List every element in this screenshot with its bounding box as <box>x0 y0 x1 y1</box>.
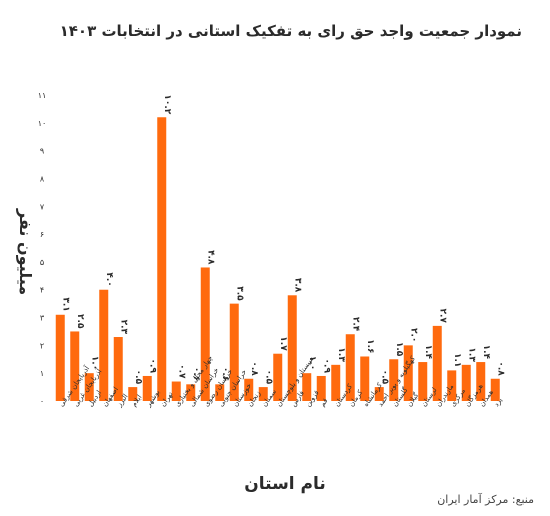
y-tick-label: ۱ <box>40 369 44 378</box>
value-label: ۲.۴ <box>350 317 360 332</box>
x-axis-label: نام استان <box>244 474 326 494</box>
value-label: ۳.۱ <box>60 297 70 311</box>
bar <box>215 384 225 401</box>
y-tick-label: ۱۰ <box>38 119 47 128</box>
bar <box>99 289 109 401</box>
value-label: ۱.۵ <box>394 342 404 357</box>
bar <box>403 345 413 401</box>
value-label: ۳.۸ <box>292 278 302 293</box>
bar <box>70 331 80 401</box>
bar <box>302 373 312 401</box>
value-label: ۰.۹ <box>321 359 331 374</box>
value-label: ۱.۶ <box>365 339 375 353</box>
y-tick-label: ۱۱ <box>38 91 47 100</box>
bar <box>447 370 457 401</box>
value-label: ۰.۹ <box>147 359 157 374</box>
value-label: ۱.۴ <box>423 345 433 360</box>
chart-title: نمودار جمعیت واجد حق رای به تفکیک استانی… <box>59 22 522 40</box>
y-tick-label: ۳ <box>40 314 45 323</box>
value-label: ۴.۰ <box>104 272 114 286</box>
bar <box>389 359 399 401</box>
value-label: ۱.۱ <box>452 353 462 367</box>
value-label: ۰.۵ <box>133 370 143 385</box>
value-label: ۰.۵ <box>263 370 273 385</box>
value-label: ۰.۶ <box>191 367 201 381</box>
bar <box>490 378 500 401</box>
bar <box>345 334 355 401</box>
bar <box>142 375 152 401</box>
bar <box>476 362 486 401</box>
value-label: ۱.۰ <box>89 356 99 370</box>
category-label: قم <box>318 397 329 408</box>
y-tick-label: ۲ <box>40 341 44 350</box>
value-label: ۰.۵ <box>379 370 389 385</box>
value-label: ۱.۴ <box>481 345 491 360</box>
value-labels: ۳.۱ ۲.۵ ۱.۰ ۴.۰ ۲.۳ ۰.۵ ۰.۹ ۱۰.۲ ۰.۷ ۰.۶ ۴.۸ ۰.۶ ۳.۵… <box>60 94 505 384</box>
source-note: منبع: مرکز آمار ایران <box>437 493 534 506</box>
bar <box>418 362 428 401</box>
bars <box>55 117 500 401</box>
y-tick-label: ۶ <box>40 230 44 239</box>
bar <box>287 295 297 401</box>
value-label: ۴.۸ <box>205 250 215 265</box>
y-tick-label: ۷ <box>40 202 45 211</box>
bar <box>331 364 341 401</box>
value-label: ۰.۷ <box>176 364 186 379</box>
y-tick-label: ۴ <box>40 286 44 295</box>
value-label: ۰.۸ <box>495 361 505 376</box>
y-tick-label: ۹ <box>40 147 44 156</box>
y-tick-label: ۵ <box>40 258 44 267</box>
y-tick-label: ۰ <box>40 397 44 406</box>
bar <box>113 337 123 401</box>
bar <box>157 117 167 401</box>
bar <box>84 373 94 401</box>
bar <box>229 303 239 401</box>
y-axis-ticks: ۰ ۱ ۲ ۳ ۴ ۵ ۶ ۷ ۸ ۹ ۱۰ ۱۱ <box>38 91 47 406</box>
bar <box>186 384 196 401</box>
bar <box>461 364 471 401</box>
value-label: ۳.۵ <box>234 286 244 301</box>
bar <box>316 375 326 401</box>
bar <box>374 387 384 401</box>
bar <box>258 387 268 401</box>
value-label: ۱.۳ <box>336 347 346 362</box>
bar <box>432 325 442 401</box>
value-label: ۱.۳ <box>466 347 476 362</box>
value-label: ۲.۰ <box>408 328 418 342</box>
value-label: ۱.۷ <box>278 336 288 351</box>
y-axis-label: میلیون نفر <box>16 208 35 295</box>
bar <box>244 378 254 401</box>
value-label: ۱۰.۲ <box>162 94 172 114</box>
value-label: ۱.۰ <box>307 356 317 370</box>
bar <box>273 353 283 401</box>
value-label: ۰.۸ <box>249 361 259 376</box>
bar <box>200 267 210 401</box>
value-label: ۲.۷ <box>437 308 447 323</box>
bar <box>171 381 181 401</box>
value-label: ۲.۳ <box>118 320 128 335</box>
bar <box>128 387 138 401</box>
y-tick-label: ۸ <box>40 174 45 183</box>
bar <box>55 314 65 401</box>
bar <box>360 356 370 401</box>
value-label: ۰.۶ <box>220 367 230 381</box>
category-label: یزد <box>492 396 504 408</box>
value-label: ۲.۵ <box>75 314 85 329</box>
